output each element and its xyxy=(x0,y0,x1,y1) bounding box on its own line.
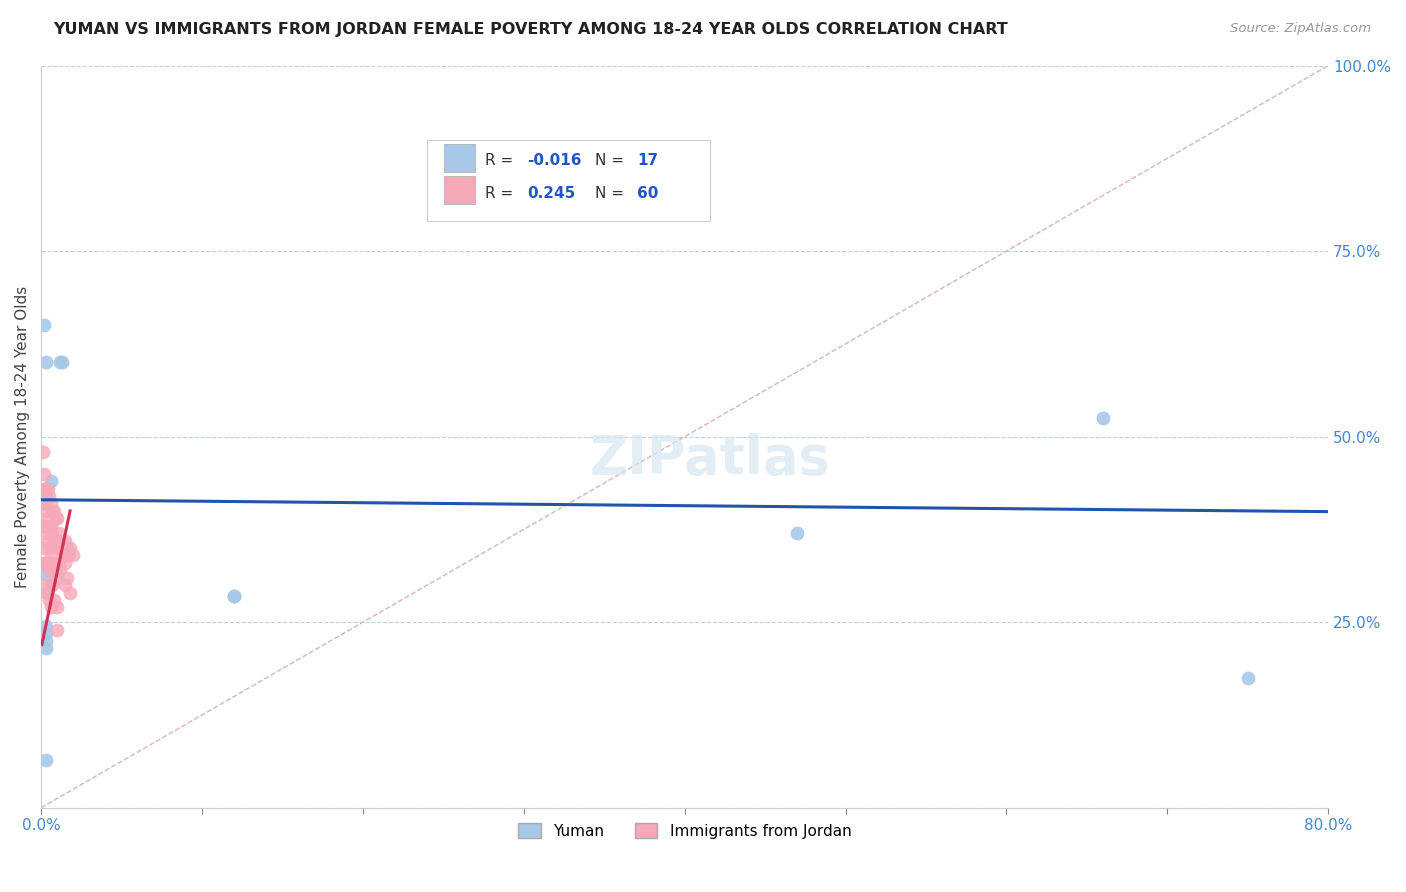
Y-axis label: Female Poverty Among 18-24 Year Olds: Female Poverty Among 18-24 Year Olds xyxy=(15,285,30,588)
Point xyxy=(1091,411,1114,425)
Point xyxy=(34,518,56,533)
Point xyxy=(37,511,59,525)
Legend: Yuman, Immigrants from Jordan: Yuman, Immigrants from Jordan xyxy=(512,816,858,845)
Text: -0.016: -0.016 xyxy=(527,153,582,169)
Point xyxy=(51,355,73,369)
Point xyxy=(786,526,808,541)
Point xyxy=(35,492,58,507)
Point xyxy=(39,474,62,488)
Text: R =: R = xyxy=(485,186,519,201)
Text: N =: N = xyxy=(595,153,628,169)
Point xyxy=(59,585,82,599)
Point xyxy=(35,566,58,581)
Point xyxy=(38,518,60,533)
Text: 17: 17 xyxy=(637,153,658,169)
Point xyxy=(35,355,58,369)
Point xyxy=(38,593,60,607)
Text: YUMAN VS IMMIGRANTS FROM JORDAN FEMALE POVERTY AMONG 18-24 YEAR OLDS CORRELATION: YUMAN VS IMMIGRANTS FROM JORDAN FEMALE P… xyxy=(53,22,1008,37)
Point xyxy=(35,482,58,496)
Text: R =: R = xyxy=(485,153,519,169)
Point xyxy=(48,556,70,570)
Point xyxy=(39,600,62,615)
Text: N =: N = xyxy=(595,186,628,201)
Point xyxy=(53,556,76,570)
Point xyxy=(34,496,56,510)
Point xyxy=(34,541,56,555)
Point xyxy=(41,504,63,518)
Text: 60: 60 xyxy=(637,186,658,201)
Point xyxy=(38,563,60,577)
Point xyxy=(31,518,53,533)
Point xyxy=(31,482,53,496)
Point xyxy=(45,563,67,577)
Point xyxy=(49,355,72,369)
Point xyxy=(39,496,62,510)
Point xyxy=(53,578,76,592)
Point xyxy=(35,626,58,640)
Point xyxy=(224,589,246,603)
Point xyxy=(51,541,73,555)
Point xyxy=(35,633,58,648)
Point xyxy=(56,541,79,555)
Point xyxy=(62,549,84,563)
Point xyxy=(38,541,60,555)
Point xyxy=(56,571,79,585)
Point xyxy=(1236,671,1258,685)
Point xyxy=(37,585,59,599)
FancyBboxPatch shape xyxy=(427,140,710,221)
Point xyxy=(49,533,72,548)
Point xyxy=(41,556,63,570)
Text: 0.245: 0.245 xyxy=(527,186,576,201)
Point xyxy=(35,526,58,541)
Point xyxy=(42,533,65,548)
Text: ZIPatlas: ZIPatlas xyxy=(591,433,831,485)
Point xyxy=(48,526,70,541)
Point xyxy=(46,541,69,555)
Point xyxy=(53,533,76,548)
Point xyxy=(42,563,65,577)
Point xyxy=(46,600,69,615)
Point xyxy=(34,578,56,592)
Point xyxy=(39,578,62,592)
Point xyxy=(39,518,62,533)
Point xyxy=(45,511,67,525)
Bar xyxy=(444,177,475,204)
Point xyxy=(37,533,59,548)
Point xyxy=(41,578,63,592)
Point xyxy=(46,571,69,585)
Point xyxy=(42,593,65,607)
Point xyxy=(34,467,56,481)
Point xyxy=(35,752,58,766)
Point xyxy=(41,526,63,541)
Point xyxy=(35,504,58,518)
Point xyxy=(224,589,246,603)
Point xyxy=(37,556,59,570)
Point xyxy=(31,444,53,458)
Point xyxy=(58,549,80,563)
Point xyxy=(31,556,53,570)
Point xyxy=(35,619,58,633)
Point xyxy=(59,541,82,555)
Point xyxy=(49,563,72,577)
Text: Source: ZipAtlas.com: Source: ZipAtlas.com xyxy=(1230,22,1371,36)
Point xyxy=(35,641,58,656)
Point xyxy=(34,318,56,333)
Point xyxy=(35,585,58,599)
Point xyxy=(42,504,65,518)
Point xyxy=(46,623,69,637)
Point xyxy=(45,533,67,548)
Bar xyxy=(444,144,475,172)
Point xyxy=(37,482,59,496)
Point xyxy=(39,549,62,563)
Point xyxy=(35,556,58,570)
Point xyxy=(46,511,69,525)
Point xyxy=(38,489,60,503)
Point xyxy=(52,549,75,563)
